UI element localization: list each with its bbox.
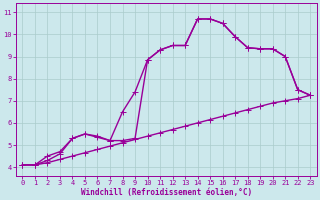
X-axis label: Windchill (Refroidissement éolien,°C): Windchill (Refroidissement éolien,°C)	[81, 188, 252, 197]
